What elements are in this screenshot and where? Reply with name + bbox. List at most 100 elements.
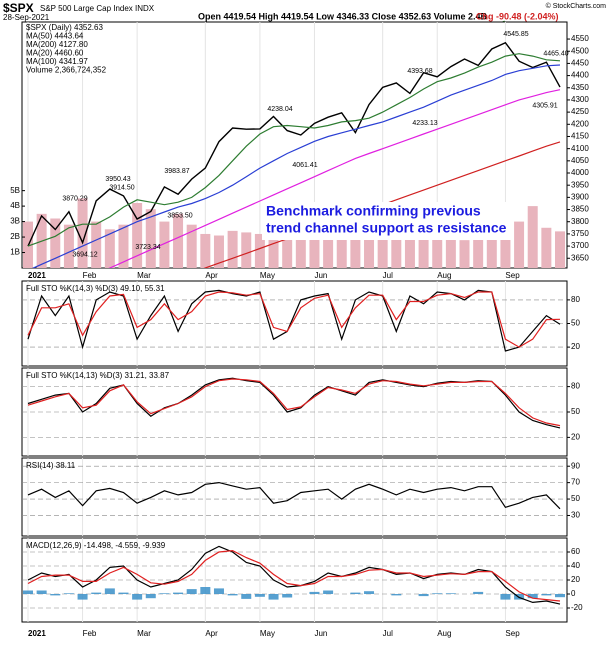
volume-bar (364, 237, 375, 268)
y-tick-label: 30 (571, 511, 580, 520)
volume-bar (132, 203, 143, 268)
histogram-bar (500, 594, 511, 600)
volume-bar (404, 233, 415, 268)
legend-entry: MA(200) 4127.80 (26, 40, 88, 49)
volume-bar (527, 206, 538, 268)
histogram-bar (391, 594, 402, 596)
panel-frame (21, 457, 568, 537)
y-tick-label: 4200 (571, 119, 589, 128)
series-line (27, 481, 561, 510)
volume-tick-label: 5B (10, 186, 20, 195)
volume-bar (104, 229, 115, 268)
histogram-bar (527, 594, 538, 599)
histogram-bar (145, 594, 156, 599)
volume-bar (432, 232, 443, 268)
legend-entry: $SPX (Daily) 4352.63 (26, 23, 103, 32)
x-tick-label: May (260, 629, 275, 638)
histogram-bar (50, 594, 61, 596)
volume-bar (473, 237, 484, 268)
y-tick-label: 3850 (571, 205, 589, 214)
histogram-bar (36, 590, 47, 594)
histogram-bar (241, 594, 252, 599)
series-line (27, 41, 561, 247)
legend-entry: Volume 2,366,724,352 (26, 66, 107, 75)
x-tick-label: Feb (83, 629, 97, 638)
y-tick-label: 3800 (571, 217, 589, 226)
volume-bar (241, 232, 252, 268)
volume-bar (486, 238, 497, 268)
volume-tick-label: 2B (10, 232, 20, 241)
y-tick-label: 4250 (571, 107, 589, 116)
y-tick-label: 50 (571, 319, 580, 328)
y-tick-label: 4450 (571, 59, 589, 68)
y-tick-label: -20 (571, 603, 583, 612)
series-line (27, 545, 561, 605)
histogram-bar (63, 593, 74, 594)
y-tick-label: 3950 (571, 180, 589, 189)
plot (23, 41, 565, 268)
histogram-bar (173, 592, 184, 594)
price-label: 3870.29 (62, 195, 87, 202)
y-tick-label: 20 (571, 432, 580, 441)
credit: © StockCharts.com (546, 2, 607, 10)
y-tick-label: 4400 (571, 71, 589, 80)
histogram-bar (432, 593, 443, 594)
x-tick-label: Aug (437, 271, 451, 280)
y-tick-label: 70 (571, 478, 580, 487)
histogram-bar (186, 589, 197, 594)
y-tick-label: 60 (571, 547, 580, 556)
y-tick-label: 90 (571, 461, 580, 470)
volume-bar (254, 233, 265, 268)
volume-bar (295, 229, 306, 268)
histogram-bar (23, 590, 33, 594)
series-line (27, 291, 561, 348)
volume-bar (50, 218, 61, 268)
histogram-bar (200, 587, 211, 594)
histogram-bar (268, 594, 279, 600)
x-tick-label: Mar (137, 271, 151, 280)
volume-bar (350, 213, 361, 268)
price-label: 4305.91 (532, 102, 557, 109)
volume-bar (91, 221, 102, 268)
y-tick-label: 3650 (571, 253, 589, 262)
volume-bar (459, 240, 470, 268)
price-label: 4238.04 (267, 106, 292, 113)
volume-bar (555, 231, 565, 268)
x-tick-label: Jul (383, 629, 393, 638)
x-tick-label: Sep (505, 271, 520, 280)
volume-bar (77, 198, 88, 268)
histogram-bar (118, 592, 129, 594)
y-tick-label: 4500 (571, 46, 589, 55)
volume-bar (323, 233, 334, 268)
volume-bar (377, 238, 388, 268)
series-line (31, 64, 561, 268)
volume-bar (227, 230, 238, 268)
y-tick-label: 3900 (571, 192, 589, 201)
x-tick-label: 2021 (28, 629, 46, 638)
histogram-bar (159, 593, 170, 594)
note: trend channel support as resistance (266, 220, 507, 236)
histogram-bar (364, 591, 375, 594)
x-tick-label: Mar (137, 629, 151, 638)
x-tick-label: Sep (505, 629, 520, 638)
price-label: 4545.85 (503, 31, 528, 38)
symbol: $SPX (3, 1, 34, 15)
series-line (27, 378, 561, 427)
volume-bar (309, 232, 320, 268)
histogram-bar (77, 594, 88, 600)
y-tick-label: 4350 (571, 83, 589, 92)
panel-title: Full STO %K(14,3) %D(3) 49.10, 55.31 (26, 284, 165, 293)
x-tick-label: Jun (314, 629, 327, 638)
x-tick-label: Jun (314, 271, 327, 280)
volume-bar (541, 227, 552, 268)
price-label: 3914.50 (109, 185, 134, 192)
volume-bar (63, 224, 74, 268)
note: Benchmark confirming previous (266, 203, 481, 219)
histogram-bar (227, 594, 238, 596)
histogram-bar (473, 591, 484, 594)
legend-entry: MA(50) 4443.64 (26, 32, 84, 41)
y-tick-label: 3750 (571, 229, 589, 238)
panel-title: Full STO %K(14,13) %D(3) 31.21, 33.87 (26, 371, 170, 380)
histogram-bar (132, 594, 143, 600)
